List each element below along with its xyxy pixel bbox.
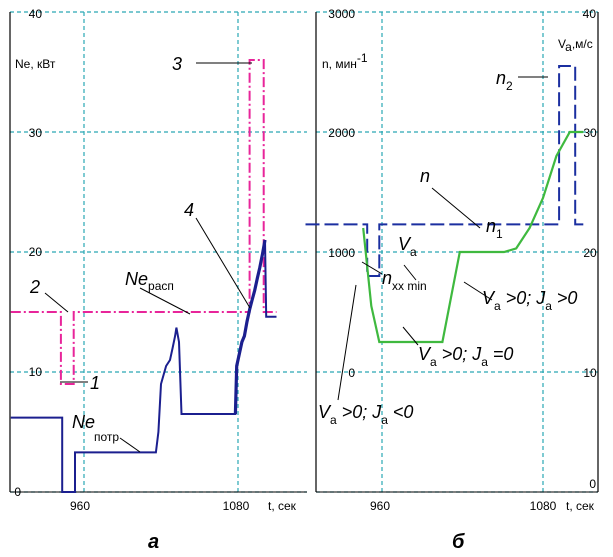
leader-line-ne-potr [119, 437, 141, 453]
leader-line-cond-zero [402, 326, 419, 346]
y-axis-label-a: Ne, кВт [15, 57, 56, 71]
leader-line-nxx [361, 261, 383, 275]
leader-line-n [431, 187, 481, 229]
y-axis-label-left-b: n, мин-1 [322, 51, 368, 71]
y-tick-a-40: 40 [29, 7, 43, 21]
leader-line-cond-neg [337, 284, 357, 401]
x-tick-b-960: 960 [370, 499, 390, 513]
ne-rasp-label: Neрасп [125, 269, 174, 293]
panel-a-letter: а [148, 531, 159, 553]
x-axis-label-a: t, сек [268, 499, 297, 513]
ne-potr-sub-label: потр [94, 430, 119, 444]
mark-4-label: 4 [184, 200, 194, 220]
y-tick-a-10: 10 [29, 365, 43, 379]
cond-zero-label: Va >0; Ja =0 [418, 344, 513, 369]
cond-neg-label: Va >0; Ja <0 [318, 402, 413, 427]
leader-line-ne-rasp [139, 287, 191, 315]
mark-2-label: 2 [29, 277, 40, 297]
y-tick-b-right-0: 0 [589, 477, 596, 491]
va-curve-label: Va [398, 234, 417, 259]
y-tick-a-30: 30 [29, 126, 43, 140]
leader-line-va [403, 264, 417, 281]
series-ne-potr-ramp [233, 239, 267, 415]
mark-3-label: 3 [172, 54, 182, 74]
panel-b-letter: б [452, 531, 465, 553]
leader-line-cond-pos [463, 281, 493, 301]
x-tick-a-1080: 1080 [223, 499, 250, 513]
mark-1-label: 1 [90, 373, 100, 393]
y-tick-b-right-40: 40 [583, 7, 597, 21]
y-tick-b-2000: 2000 [328, 126, 355, 140]
n1-label: n1 [486, 216, 503, 241]
y-tick-b-right-20: 20 [583, 246, 597, 260]
series-n-line [305, 65, 584, 277]
y-tick-b-right-10: 10 [583, 366, 597, 380]
y-axis-label-right-b: Va,м/с [558, 37, 593, 54]
x-tick-a-960: 960 [70, 499, 90, 513]
y-tick-b-1000: 1000 [328, 246, 355, 260]
chart-panel-a: 40 30 20 10 0 960 1080 t, сек Ne, кВт 2 … [9, 7, 307, 553]
series-ne-rasp-line [10, 59, 277, 385]
n2-label: n2 [496, 68, 513, 93]
y-tick-b-center-0: 0 [348, 366, 355, 380]
x-tick-b-1080: 1080 [530, 499, 557, 513]
nxx-min-label: nxx min [382, 268, 427, 293]
x-axis-label-b: t, сек [566, 499, 595, 513]
y-tick-a-20: 20 [29, 245, 43, 259]
leader-line-2 [44, 292, 69, 313]
leader-line-4 [195, 217, 251, 309]
y-tick-b-right-30: 30 [583, 126, 597, 140]
series-va-line [362, 130, 584, 344]
cond-pos-label: Va >0; Ja >0 [482, 288, 577, 313]
chart-panel-b: 3000 2000 1000 40 30 20 10 0 0 10 960 10… [305, 7, 599, 553]
y-tick-a-0: 0 [14, 485, 21, 499]
y-tick-b-3000: 3000 [328, 7, 355, 21]
n-curve-label: n [420, 166, 430, 186]
ne-potr-label: Ne [72, 412, 95, 432]
